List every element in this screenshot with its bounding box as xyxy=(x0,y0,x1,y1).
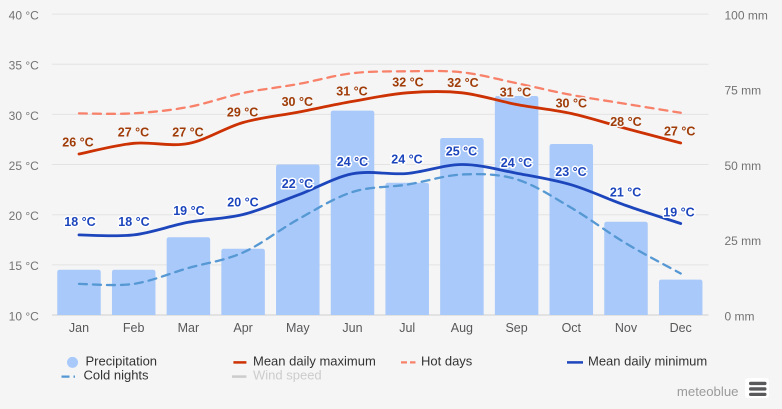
svg-text:Hot days: Hot days xyxy=(421,353,473,368)
svg-text:19 °C: 19 °C xyxy=(173,204,204,218)
svg-text:Oct: Oct xyxy=(562,321,582,335)
svg-text:Dec: Dec xyxy=(670,321,692,335)
svg-text:50 mm: 50 mm xyxy=(725,159,762,173)
svg-text:24 °C: 24 °C xyxy=(501,156,532,170)
svg-text:27 °C: 27 °C xyxy=(172,126,203,140)
svg-text:Precipitation: Precipitation xyxy=(86,353,158,368)
svg-text:20 °C: 20 °C xyxy=(227,196,258,210)
svg-text:75 mm: 75 mm xyxy=(725,84,762,98)
svg-text:24 °C: 24 °C xyxy=(337,155,368,169)
svg-text:26 °C: 26 °C xyxy=(62,135,93,149)
svg-text:Mean daily minimum: Mean daily minimum xyxy=(588,353,707,368)
svg-text:Nov: Nov xyxy=(615,321,638,335)
svg-text:May: May xyxy=(286,321,310,335)
svg-text:21 °C: 21 °C xyxy=(610,186,641,200)
svg-text:18 °C: 18 °C xyxy=(64,215,95,229)
svg-text:Sep: Sep xyxy=(505,321,527,335)
svg-text:Mean daily maximum: Mean daily maximum xyxy=(253,353,376,368)
svg-text:28 °C: 28 °C xyxy=(610,115,641,129)
svg-text:22 °C: 22 °C xyxy=(282,177,313,191)
svg-text:Cold nights: Cold nights xyxy=(84,368,150,383)
svg-text:25 °C: 25 °C xyxy=(446,144,477,158)
svg-text:15 °C: 15 °C xyxy=(9,259,39,273)
svg-text:31 °C: 31 °C xyxy=(336,84,367,98)
svg-text:0 mm: 0 mm xyxy=(725,309,755,323)
svg-text:20 °C: 20 °C xyxy=(9,209,39,223)
svg-text:10 °C: 10 °C xyxy=(9,309,39,323)
svg-text:31 °C: 31 °C xyxy=(500,85,531,99)
svg-text:30 °C: 30 °C xyxy=(9,109,39,123)
svg-text:Wind speed: Wind speed xyxy=(253,368,322,383)
svg-text:25 °C: 25 °C xyxy=(9,159,39,173)
svg-text:27 °C: 27 °C xyxy=(664,125,695,139)
svg-text:Jan: Jan xyxy=(69,321,89,335)
svg-text:29 °C: 29 °C xyxy=(227,105,258,119)
svg-text:100 mm: 100 mm xyxy=(725,9,768,23)
svg-text:35 °C: 35 °C xyxy=(9,59,39,73)
svg-text:Mar: Mar xyxy=(178,321,200,335)
svg-text:30 °C: 30 °C xyxy=(556,96,587,110)
svg-text:19 °C: 19 °C xyxy=(663,205,694,219)
svg-text:30 °C: 30 °C xyxy=(282,95,313,109)
svg-text:25 mm: 25 mm xyxy=(725,234,762,248)
svg-text:Apr: Apr xyxy=(233,321,252,335)
svg-text:meteoblue: meteoblue xyxy=(677,384,739,399)
svg-text:23 °C: 23 °C xyxy=(555,165,586,179)
svg-text:Aug: Aug xyxy=(451,321,473,335)
svg-text:24 °C: 24 °C xyxy=(391,152,422,166)
svg-text:Jun: Jun xyxy=(342,321,362,335)
svg-text:18 °C: 18 °C xyxy=(118,215,149,229)
svg-text:Jul: Jul xyxy=(399,321,415,335)
svg-text:32 °C: 32 °C xyxy=(447,76,478,90)
svg-text:27 °C: 27 °C xyxy=(118,125,149,139)
svg-text:40 °C: 40 °C xyxy=(9,9,39,23)
svg-text:32 °C: 32 °C xyxy=(392,75,423,89)
svg-text:Feb: Feb xyxy=(123,321,145,335)
